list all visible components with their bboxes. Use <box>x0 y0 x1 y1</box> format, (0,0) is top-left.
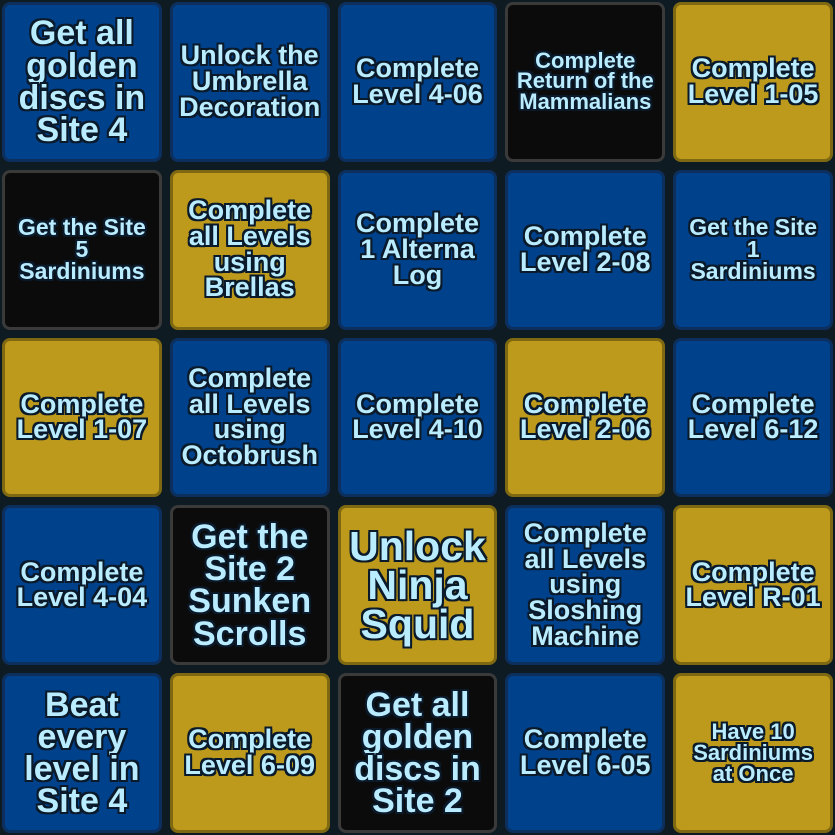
bingo-cell-label: Complete Level R-01 <box>685 556 821 613</box>
bingo-cell-label: Complete Level 4-04 <box>16 556 148 613</box>
bingo-cell-21[interactable]: Beat every level in Site 4 <box>2 673 162 833</box>
bingo-cell-22[interactable]: Complete Level 6-09 <box>169 673 330 833</box>
bingo-cell-label: Unlock the Umbrella Decoration <box>179 40 321 122</box>
bingo-cell-5[interactable]: Complete Level 1-05 <box>673 2 833 162</box>
bingo-cell-label: Get the Site 2 Sunken Scrolls <box>188 517 312 653</box>
bingo-cell-label: Complete Level 2-08 <box>519 221 651 277</box>
bingo-cell-23[interactable]: Get all golden discs in Site 2 <box>337 673 498 833</box>
bingo-cell-1[interactable]: Get all golden discs in Site 4 <box>2 2 162 162</box>
bingo-cell-25[interactable]: Have 10 Sardiniums at Once <box>673 673 833 833</box>
bingo-cell-8[interactable]: Complete 1 Alterna Log <box>337 169 498 330</box>
bingo-cell-label: Complete Level 1-05 <box>687 53 819 109</box>
bingo-cell-label: Have 10 Sardiniums at Once <box>693 718 813 786</box>
bingo-cell-label: Complete Level 4-06 <box>352 53 483 109</box>
bingo-cell-17[interactable]: Get the Site 2 Sunken Scrolls <box>169 505 330 666</box>
bingo-cell-label: Complete Return of the Mammalians <box>516 47 654 115</box>
bingo-cell-label: Get the Site 5 Sardiniums <box>17 213 146 284</box>
bingo-cell-label: Complete all Levels using Brellas <box>188 195 312 303</box>
bingo-cell-label: Complete 1 Alterna Log <box>355 208 479 290</box>
bingo-cell-18[interactable]: Unlock Ninja Squid <box>337 505 498 666</box>
bingo-cell-19[interactable]: Complete all Levels using Sloshing Machi… <box>505 505 666 666</box>
bingo-cell-label: Complete Level 2-06 <box>519 388 651 445</box>
bingo-cell-label: Unlock Ninja Squid <box>349 522 486 647</box>
bingo-cell-label: Complete Level 6-12 <box>687 388 819 445</box>
bingo-cell-11[interactable]: Complete Level 1-07 <box>2 337 162 498</box>
bingo-cell-label: Complete Level 1-07 <box>16 388 148 445</box>
bingo-cell-2[interactable]: Unlock the Umbrella Decoration <box>169 2 330 162</box>
bingo-cell-label: Get all golden discs in Site 4 <box>18 14 146 150</box>
bingo-cell-3[interactable]: Complete Level 4-06 <box>337 2 498 162</box>
bingo-cell-16[interactable]: Complete Level 4-04 <box>2 505 162 666</box>
bingo-cell-24[interactable]: Complete Level 6-05 <box>505 673 666 833</box>
bingo-cell-label: Get the Site 1 Sardiniums <box>689 213 817 284</box>
bingo-cell-label: Complete all Levels using Octobrush <box>181 363 318 471</box>
bingo-cell-15[interactable]: Complete Level 6-12 <box>673 337 833 498</box>
bingo-cell-label: Complete all Levels using Sloshing Machi… <box>523 518 647 651</box>
bingo-cell-14[interactable]: Complete Level 2-06 <box>505 337 666 498</box>
bingo-cell-label: Beat every level in Site 4 <box>24 685 140 821</box>
bingo-cell-9[interactable]: Complete Level 2-08 <box>505 169 666 330</box>
bingo-cell-7[interactable]: Complete all Levels using Brellas <box>169 169 330 330</box>
bingo-cell-12[interactable]: Complete all Levels using Octobrush <box>169 337 330 498</box>
bingo-cell-6[interactable]: Get the Site 5 Sardiniums <box>2 169 162 330</box>
bingo-cell-label: Complete Level 6-05 <box>519 724 651 781</box>
bingo-cell-10[interactable]: Get the Site 1 Sardiniums <box>673 169 833 330</box>
bingo-cell-label: Complete Level 6-09 <box>184 724 315 781</box>
bingo-cell-label: Get all golden discs in Site 2 <box>354 685 481 821</box>
bingo-cell-13[interactable]: Complete Level 4-10 <box>337 337 498 498</box>
bingo-cell-20[interactable]: Complete Level R-01 <box>673 505 833 666</box>
bingo-cell-4[interactable]: Complete Return of the Mammalians <box>505 2 666 162</box>
bingo-cell-label: Complete Level 4-10 <box>352 388 483 445</box>
